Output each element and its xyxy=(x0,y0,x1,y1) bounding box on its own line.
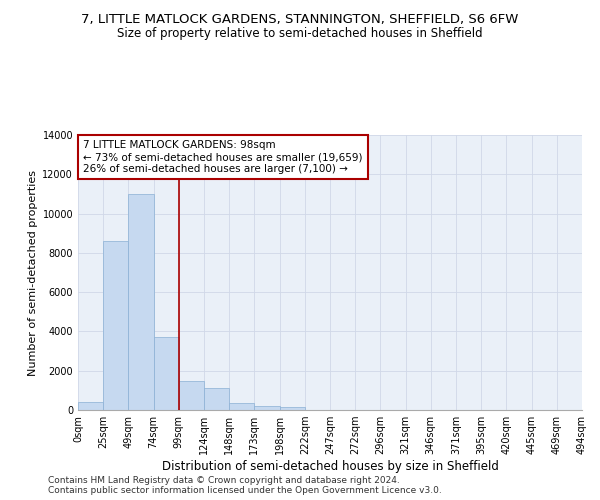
Bar xyxy=(254,406,280,410)
Bar xyxy=(78,402,103,410)
Text: Contains public sector information licensed under the Open Government Licence v3: Contains public sector information licen… xyxy=(48,486,442,495)
Text: 7 LITTLE MATLOCK GARDENS: 98sqm
← 73% of semi-detached houses are smaller (19,65: 7 LITTLE MATLOCK GARDENS: 98sqm ← 73% of… xyxy=(83,140,362,173)
Y-axis label: Number of semi-detached properties: Number of semi-detached properties xyxy=(28,170,38,376)
Bar xyxy=(179,380,204,410)
Bar xyxy=(103,241,128,410)
Bar xyxy=(154,338,179,410)
X-axis label: Distribution of semi-detached houses by size in Sheffield: Distribution of semi-detached houses by … xyxy=(161,460,499,473)
Text: Size of property relative to semi-detached houses in Sheffield: Size of property relative to semi-detach… xyxy=(117,28,483,40)
Text: Contains HM Land Registry data © Crown copyright and database right 2024.: Contains HM Land Registry data © Crown c… xyxy=(48,476,400,485)
Bar xyxy=(280,407,305,410)
Bar xyxy=(128,194,154,410)
Bar xyxy=(229,403,254,410)
Text: 7, LITTLE MATLOCK GARDENS, STANNINGTON, SHEFFIELD, S6 6FW: 7, LITTLE MATLOCK GARDENS, STANNINGTON, … xyxy=(82,12,518,26)
Bar xyxy=(204,388,229,410)
